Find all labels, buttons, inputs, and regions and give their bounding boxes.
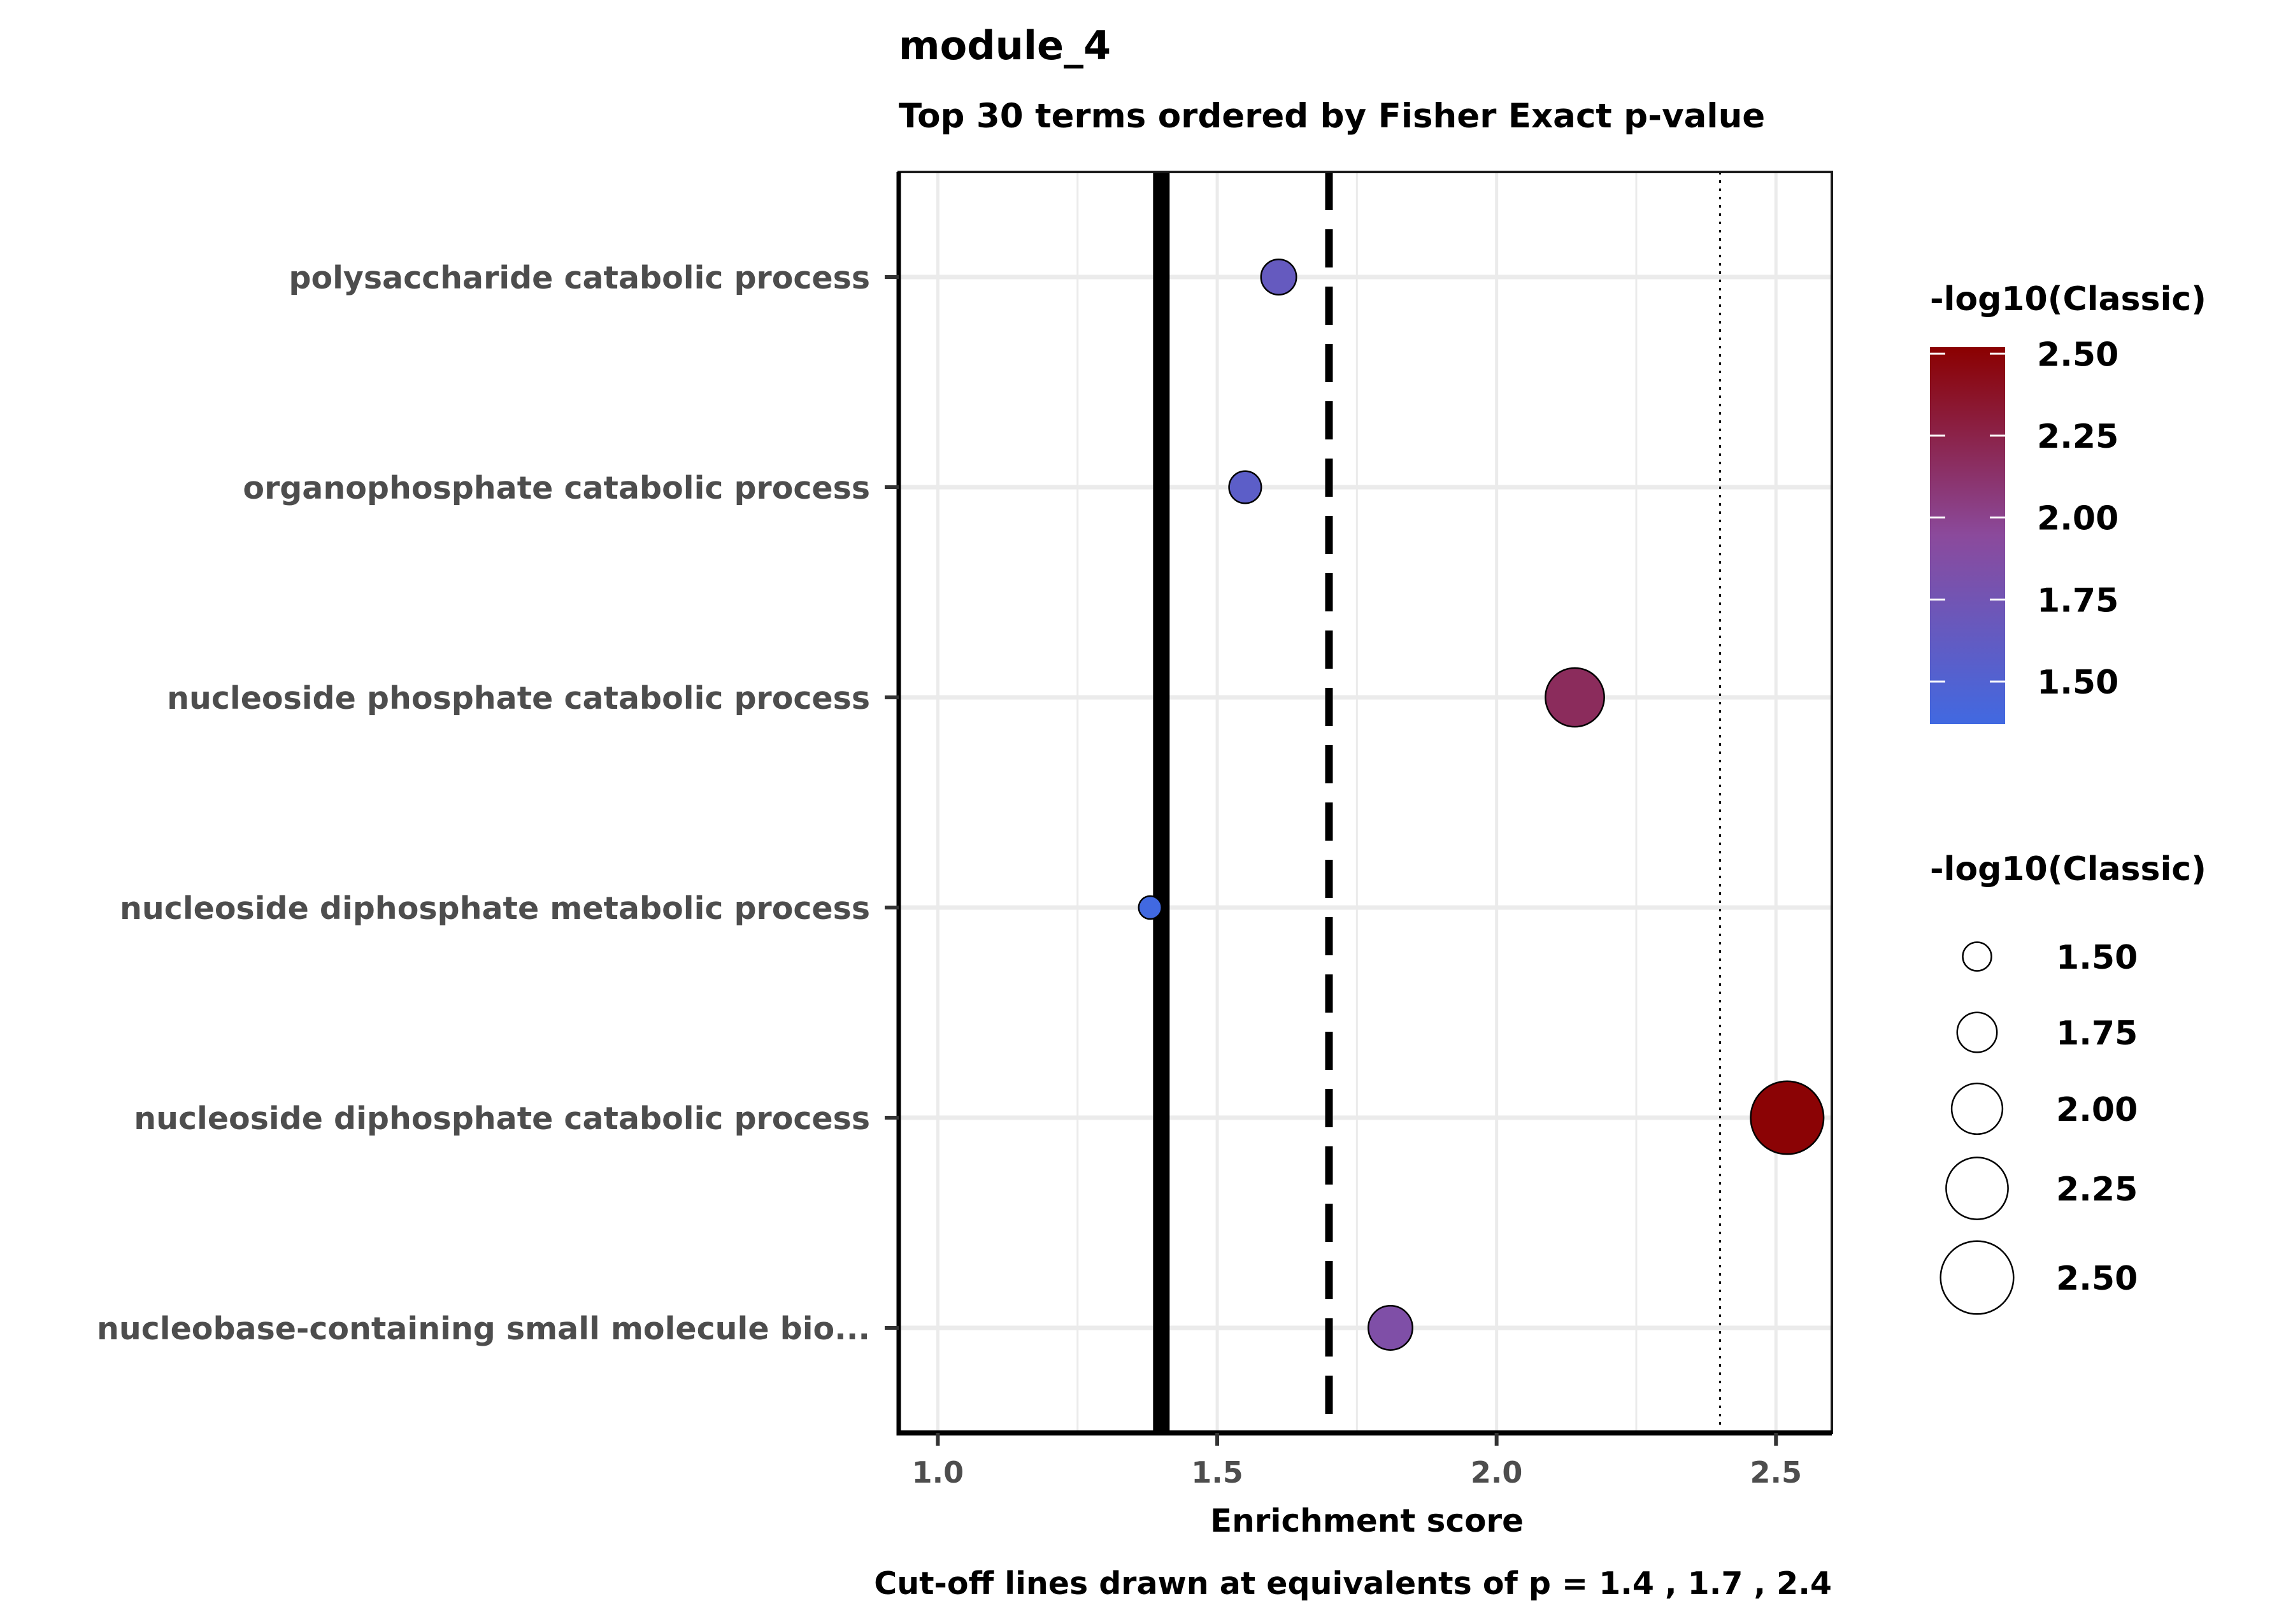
x-tick-label: 1.0	[912, 1455, 964, 1490]
x-tick-label: 2.0	[1471, 1455, 1523, 1490]
x-tick-label: 1.5	[1191, 1455, 1243, 1490]
size-legend-circle	[1956, 1011, 1998, 1053]
y-tick-label: nucleoside phosphate catabolic process	[167, 680, 870, 716]
size-legend-label: 2.00	[2056, 1091, 2138, 1129]
size-legend-label: 2.50	[2056, 1260, 2138, 1298]
grid-lines	[899, 172, 1832, 1433]
size-legend-title: -log10(Classic)	[1930, 850, 2206, 888]
y-tick-label: nucleoside diphosphate metabolic process	[120, 890, 870, 927]
colorbar-tick-label: 2.25	[2037, 418, 2118, 456]
size-legend-label: 1.75	[2056, 1015, 2138, 1053]
data-point	[1368, 1305, 1413, 1351]
size-legend: -log10(Classic) 1.50 1.75 2.00 2.25 2.50	[1930, 850, 2206, 1315]
size-legend-circle	[1945, 1157, 2009, 1220]
chart-subtitle: Top 30 terms ordered by Fisher Exact p-v…	[899, 97, 1765, 136]
colorbar	[1930, 347, 2005, 724]
data-point	[1545, 667, 1605, 728]
axes: polysaccharide catabolic process organoph…	[97, 172, 1832, 1490]
data-point	[1138, 895, 1163, 920]
x-axis-title: Enrichment score	[1210, 1502, 1524, 1539]
y-tick-label: nucleoside diphosphate catabolic process	[134, 1100, 870, 1137]
size-legend-circle	[1939, 1240, 2015, 1315]
colorbar-tick-label: 2.50	[2037, 336, 2118, 374]
data-point	[1228, 470, 1262, 504]
color-legend: -log10(Classic) 1.50 1.75 2.00 2.25 2.50	[1930, 280, 2206, 724]
colorbar-tick-label: 1.75	[2037, 581, 2118, 620]
data-point	[1750, 1080, 1825, 1155]
data-points	[1138, 259, 1825, 1351]
y-tick-label: organophosphate catabolic process	[243, 470, 870, 506]
colorbar-tick-label: 2.00	[2037, 500, 2118, 538]
color-legend-title: -log10(Classic)	[1930, 280, 2206, 318]
x-tick-label: 2.5	[1750, 1455, 1803, 1490]
plot-panel	[899, 172, 1832, 1433]
size-legend-circle	[1962, 941, 1992, 972]
cutoff-lines	[1153, 172, 1722, 1433]
size-legend-circle	[1950, 1082, 2004, 1136]
size-legend-label: 1.50	[2056, 939, 2138, 977]
colorbar-tick-label: 1.50	[2037, 664, 2118, 702]
y-tick-label: polysaccharide catabolic process	[289, 260, 870, 296]
data-point	[1260, 259, 1297, 296]
chart-caption: Cut-off lines drawn at equivalents of p …	[874, 1565, 1832, 1602]
size-legend-label: 2.25	[2056, 1171, 2138, 1209]
chart-title: module_4	[899, 22, 1111, 69]
y-tick-label: nucleobase-containing small molecule bio…	[97, 1311, 870, 1347]
